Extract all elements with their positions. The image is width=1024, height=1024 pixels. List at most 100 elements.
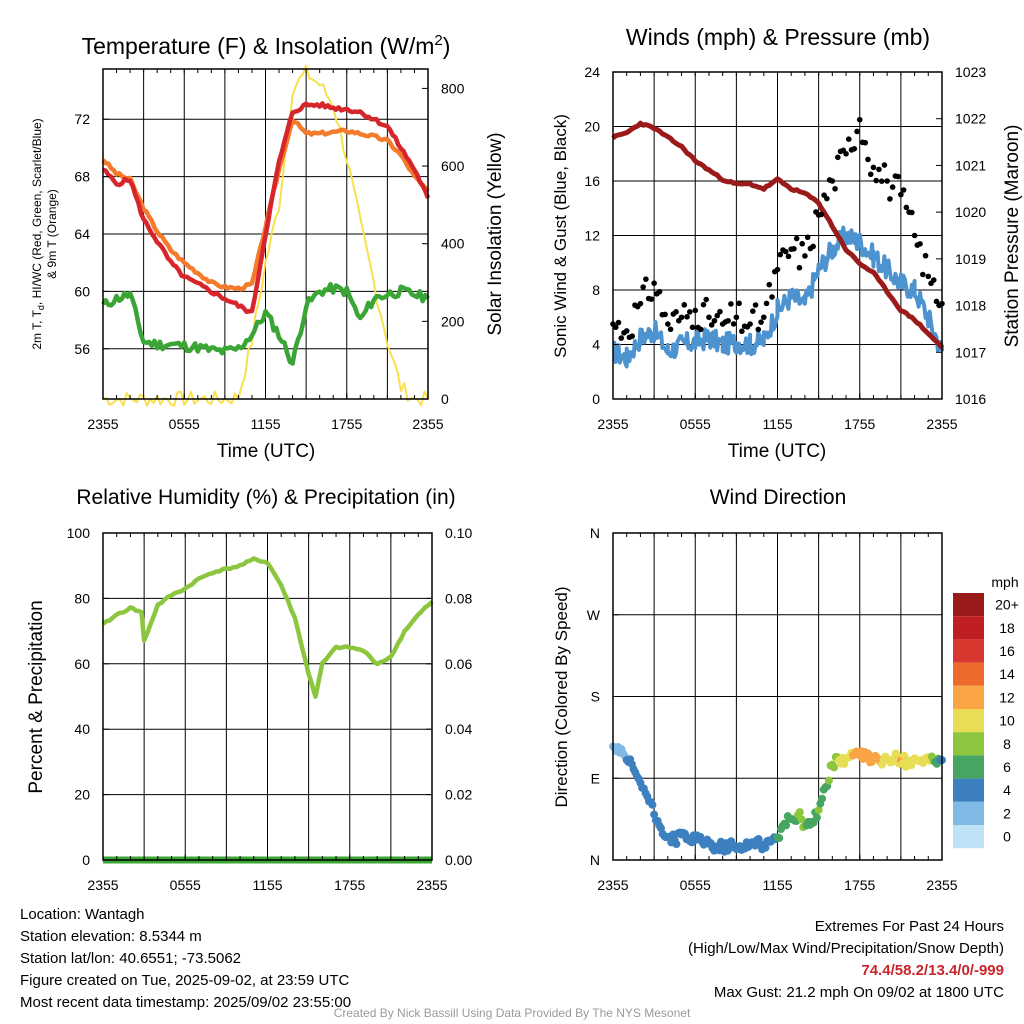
- x-tick-label: 1755: [331, 416, 362, 432]
- colorbar-label: 0: [1003, 829, 1011, 845]
- gust-point-interp: [750, 308, 756, 314]
- direction-point-interp: [818, 794, 827, 803]
- y-tick-label: 68: [74, 169, 90, 185]
- temperature-panel: Temperature (F) & Insolation (W/m2) 2355…: [30, 32, 506, 462]
- gust-point-interp: [736, 300, 742, 307]
- gust-point-interp: [643, 276, 649, 282]
- colorbar-swatch: [953, 801, 984, 825]
- direction-point-interp: [761, 843, 770, 852]
- gust-point-interp: [813, 209, 819, 215]
- gust-point: [870, 164, 877, 171]
- y-tick-label: W: [587, 607, 601, 623]
- humidity-ylabel: Percent & Precipitation: [26, 600, 47, 793]
- gust-point-interp: [785, 253, 792, 260]
- y2-tick-label: 1020: [955, 204, 986, 220]
- y-tick-label: S: [591, 689, 600, 705]
- y2-tick-label: 1016: [955, 391, 986, 407]
- gust-point-interp: [887, 196, 893, 202]
- direction-point-interp: [824, 776, 833, 785]
- x-tick-label: 2355: [87, 416, 118, 432]
- gust-point: [760, 314, 767, 321]
- gust-point-interp: [867, 171, 874, 178]
- sonic-wind-line: [612, 225, 944, 369]
- temperature-grid: [103, 69, 428, 399]
- y2-tick-label: 400: [441, 236, 465, 252]
- gust-point-interp: [640, 284, 646, 290]
- gust-point-interp: [903, 204, 910, 211]
- gust-point-interp: [900, 187, 907, 193]
- x-tick-label: 2355: [416, 877, 447, 893]
- gust-point-interp: [810, 243, 816, 250]
- gust-point-interp: [700, 301, 707, 308]
- gust-point-interp: [878, 178, 885, 185]
- gust-point-interp: [876, 166, 882, 173]
- gust-point-interp: [711, 317, 718, 324]
- station-location: Location: Wantagh: [20, 906, 145, 923]
- winds-ticks: 2355 0555 1155 1755 2355 0 4 8 12 16 20 24 1016 1017 1…: [584, 64, 986, 432]
- gust-point: [665, 321, 671, 327]
- direction-point-interp: [864, 749, 873, 758]
- gust-point-interp: [684, 314, 690, 320]
- gust-point-interp: [917, 241, 923, 247]
- gust-point-interp: [681, 302, 688, 308]
- gust-point-interp: [851, 145, 858, 152]
- humidity-ticks: 2355 0555 1155 1755 2355 0 20 40 60 80 100 0.00 0.02…: [67, 525, 473, 893]
- gust-point-interp: [739, 328, 745, 335]
- gust-point-interp: [755, 326, 762, 333]
- gust-point-interp: [930, 277, 937, 283]
- gust-point-interp: [793, 235, 800, 242]
- gust-point-interp: [730, 321, 737, 327]
- extremes-info: Extremes For Past 24 Hours (High/Low/Max…: [688, 916, 1004, 1004]
- winds-series: [610, 116, 945, 369]
- gust-point-interp: [676, 317, 682, 324]
- x-tick-label: 1755: [844, 877, 875, 893]
- gust-point-interp: [777, 251, 784, 258]
- x-tick-label: 1755: [844, 416, 875, 432]
- gust-point: [706, 314, 712, 321]
- y2-tick-label: 1021: [955, 157, 986, 173]
- y-tick-label: 16: [584, 173, 600, 189]
- gust-point-interp: [728, 301, 734, 307]
- y2-tick-label: 1018: [955, 298, 986, 314]
- gust-point-interp: [845, 136, 852, 143]
- gust-point: [733, 314, 740, 321]
- figure-created: Figure created on Tue, 2025-09-02, at 23…: [20, 972, 350, 989]
- gust-point: [925, 273, 932, 280]
- y-tick-label: 60: [74, 656, 90, 672]
- y-tick-label: 64: [74, 226, 90, 242]
- x-tick-label: 1155: [762, 416, 792, 432]
- colorbar-label: 2: [1003, 805, 1011, 821]
- gust-point-interp: [758, 319, 764, 325]
- y-tick-label: 0: [592, 391, 600, 407]
- x-tick-label: 2355: [412, 416, 443, 432]
- y2-tick-label: 600: [441, 158, 465, 174]
- x-tick-label: 1755: [334, 877, 365, 893]
- colorbar-label: 6: [1003, 759, 1011, 775]
- colorbar-label: 14: [999, 666, 1015, 682]
- x-tick-label: 0555: [170, 877, 201, 893]
- y2-tick-label: 0.10: [445, 525, 472, 541]
- y-tick-label: 12: [584, 228, 600, 244]
- winds-title: Winds (mph) & Pressure (mb): [626, 24, 930, 50]
- station-elevation: Station elevation: 8.5344 m: [20, 928, 202, 945]
- temperature-xlabel: Time (UTC): [217, 441, 316, 462]
- gust-point-interp: [840, 147, 847, 154]
- x-tick-label: 2355: [926, 877, 957, 893]
- y2-tick-label: 0.02: [445, 787, 472, 803]
- gust-point-interp: [796, 264, 803, 271]
- gust-point-interp: [922, 252, 929, 259]
- direction-point-interp: [900, 751, 909, 760]
- pressure-ylabel: Station Pressure (Maroon): [1002, 125, 1023, 348]
- gust-point-interp: [717, 308, 723, 315]
- winds-ylabel-left: Sonic Wind & Gust (Blue, Black): [551, 114, 570, 358]
- x-tick-label: 0555: [169, 416, 200, 432]
- direction-point: [814, 806, 823, 815]
- gust-point-interp: [766, 281, 773, 288]
- colorbar-label: 10: [999, 713, 1015, 729]
- max-gust: Max Gust: 21.2 mph On 09/02 at 1800 UTC: [713, 984, 1004, 1001]
- gust-point-interp: [752, 302, 759, 308]
- gust-point-interp: [621, 329, 627, 336]
- gust-point-interp: [634, 303, 641, 310]
- temperature-ticks: 2355 0555 1155 1755 2355 56 60 64 68 72 0 200 400 600…: [74, 69, 465, 432]
- y-tick-label: 56: [74, 341, 90, 357]
